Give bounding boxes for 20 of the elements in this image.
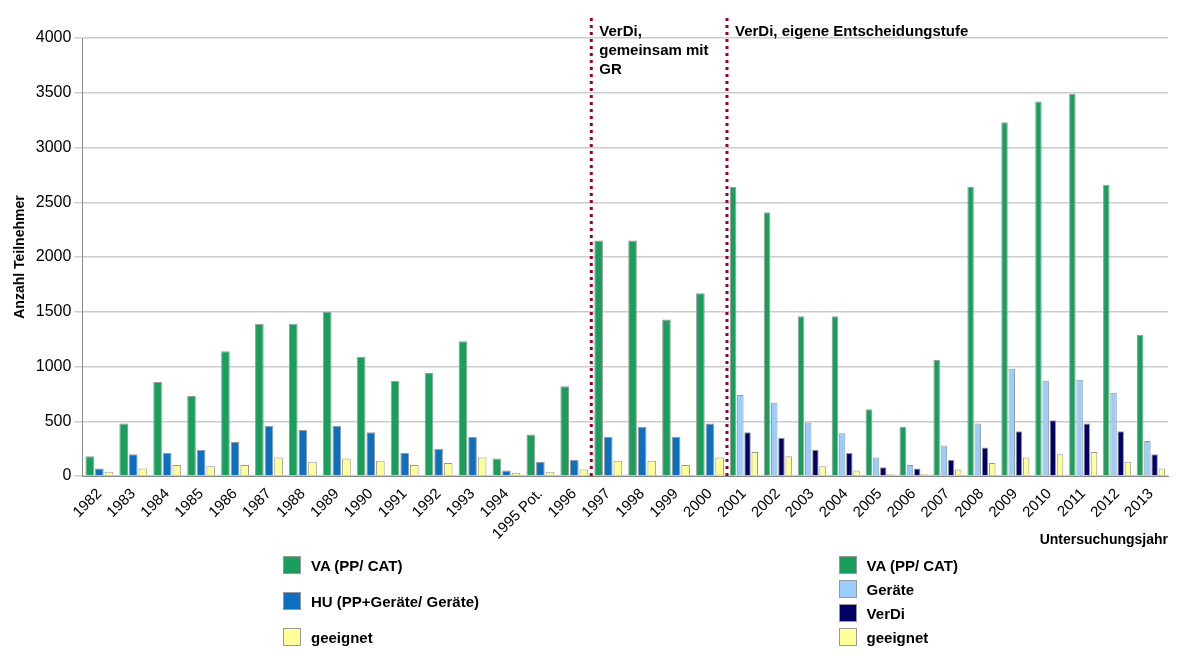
y-tick-label: 3500 — [35, 83, 72, 101]
y-tick-label: 1500 — [35, 302, 72, 320]
y-tick-label: 3000 — [35, 137, 72, 155]
legend-label: VA (PP/ CAT) — [311, 556, 403, 574]
legend-label: VerDi — [866, 604, 905, 622]
y-tick-label: 2500 — [35, 192, 72, 210]
legend-label: geeignet — [311, 628, 373, 646]
legend-label: geeignet — [866, 628, 929, 646]
legend-label: VA (PP/ CAT) — [866, 556, 958, 574]
legend-label: Geräte — [866, 580, 915, 598]
y-tick-label: 4000 — [35, 28, 72, 46]
y-tick-label: 0 — [62, 466, 72, 484]
y-axis-title: Anzahl Teilnehmer — [11, 194, 28, 319]
y-tick-label: 2000 — [35, 247, 72, 265]
annotation: VerDi, eigene Entscheidungstufe — [734, 21, 969, 39]
y-tick-label: 500 — [44, 411, 72, 429]
annotation: VerDi, gemeinsam mit GR — [599, 21, 709, 77]
legend-label: HU (PP+Geräte/ Geräte) — [311, 592, 479, 610]
y-tick-label: 1000 — [35, 356, 72, 374]
x-axis-title: Untersuchungsjahr — [1039, 531, 1169, 548]
